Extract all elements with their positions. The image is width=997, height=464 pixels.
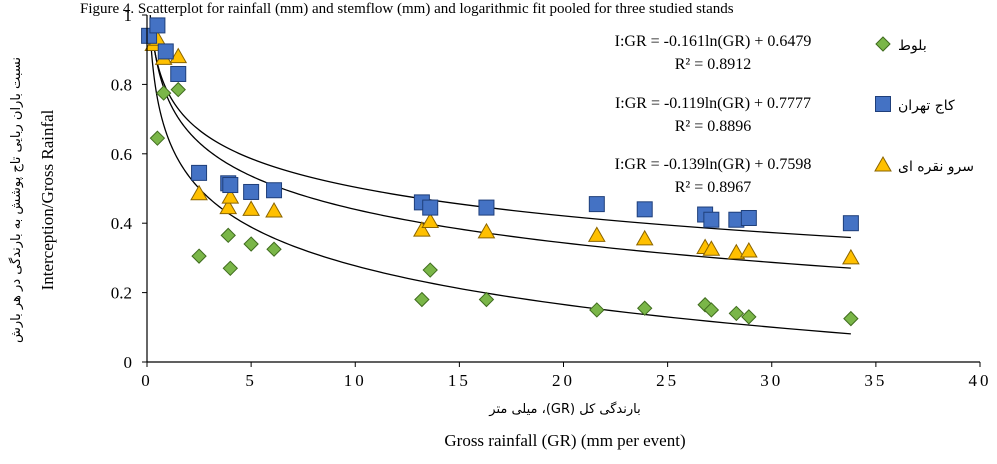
data-point-diamond	[220, 227, 236, 244]
data-point-square	[842, 215, 859, 232]
axes: 0 5 10 15 20 25 30 35 40 0 0.2 0.4 0.6 0.8 1	[111, 6, 992, 390]
r-squared-label: R² = 0.8967	[675, 179, 752, 196]
data-point-diamond	[170, 81, 186, 98]
y-tick-label: 0.2	[111, 284, 132, 303]
data-point-square	[266, 182, 283, 199]
data-point-triangle	[739, 241, 758, 258]
data-point-square	[740, 209, 757, 226]
data-point-diamond	[155, 85, 172, 101]
data-point-triangle	[842, 248, 860, 265]
data-point-square	[243, 183, 260, 200]
x-tick-label: 30	[760, 371, 783, 390]
legend-key-diamond	[875, 36, 891, 52]
data-point-triangle	[221, 188, 240, 204]
data-point-square	[703, 211, 720, 228]
data-point-diamond	[478, 291, 495, 308]
series-triangle	[144, 30, 860, 265]
series-diamond	[143, 31, 859, 327]
legend-key-square	[875, 96, 891, 112]
y-tick-label: 0	[124, 353, 133, 372]
data-point-diamond	[422, 262, 438, 278]
data-point-triangle	[635, 229, 654, 246]
data-point-square	[149, 17, 166, 34]
data-point-triangle	[421, 212, 440, 228]
data-point-diamond	[266, 241, 282, 257]
data-point-square	[222, 177, 239, 194]
data-point-diamond	[741, 309, 757, 325]
data-point-square	[422, 199, 439, 216]
legend-key-triangle	[874, 155, 892, 172]
data-point-triangle	[702, 240, 721, 256]
y-tick-label: 0.8	[111, 75, 132, 94]
y-tick-label: 0.6	[111, 145, 132, 164]
data-point-diamond	[414, 291, 430, 308]
data-point-square	[478, 199, 495, 216]
r-squared-label: R² = 0.8896	[675, 118, 752, 135]
y-axis-label-english: Interception/Gross Rainfal	[38, 109, 57, 290]
data-point-diamond	[637, 300, 653, 316]
series-square	[141, 17, 859, 232]
data-point-diamond	[149, 130, 166, 146]
data-point-triangle	[265, 202, 283, 218]
data-point-diamond	[191, 248, 207, 264]
legend-label: کاج تهران	[898, 98, 955, 114]
legend: I:GR = -0.161ln(GR) + 0.6479 R² = 0.8912 ب…	[615, 33, 974, 196]
data-point-diamond	[703, 302, 720, 318]
data-point-square	[191, 164, 208, 181]
trendline-equation: I:GR = -0.119ln(GR) + 0.7777	[615, 95, 811, 112]
data-point-triangle	[727, 243, 746, 260]
y-tick-label: 1	[124, 6, 133, 25]
x-tick-label: 20	[552, 371, 575, 390]
x-tick-label: 35	[864, 371, 887, 390]
trendline	[152, 40, 851, 269]
x-axis-label-persian: بارندگی کل (GR)، میلی متر	[488, 401, 640, 417]
data-point-square	[636, 201, 653, 218]
x-tick-label: 10	[344, 371, 367, 390]
x-tick-label: 5	[245, 371, 257, 390]
data-point-diamond	[222, 260, 239, 277]
data-point-triangle	[169, 47, 188, 64]
data-point-square	[588, 196, 605, 213]
data-point-diamond	[589, 302, 605, 318]
x-tick-label: 40	[969, 371, 992, 390]
data-point-triangle	[190, 184, 208, 201]
data-markers	[141, 17, 860, 327]
y-tick-label: 0.4	[111, 214, 133, 233]
data-point-diamond	[243, 236, 259, 252]
legend-label: بلوط	[898, 38, 927, 54]
trendline-equation: I:GR = -0.139ln(GR) + 0.7598	[615, 156, 812, 173]
trendline-equation: I:GR = -0.161ln(GR) + 0.6479	[615, 33, 812, 50]
legend-label: سرو نقره ای	[898, 159, 974, 175]
data-point-diamond	[843, 310, 859, 327]
chart-title: Figure 4. Scatterplot for rainfall (mm) …	[80, 1, 734, 17]
x-tick-label: 25	[656, 371, 679, 390]
x-tick-label: 0	[141, 371, 153, 390]
x-tick-label: 15	[448, 371, 471, 390]
data-point-triangle	[219, 198, 238, 215]
data-point-triangle	[477, 222, 496, 239]
x-axis-label-english: Gross rainfall (GR) (mm per event)	[444, 431, 685, 450]
data-point-square	[157, 43, 174, 60]
data-point-diamond	[728, 305, 745, 322]
data-point-triangle	[242, 200, 260, 216]
data-point-triangle	[587, 226, 606, 242]
data-point-square	[170, 65, 187, 82]
r-squared-label: R² = 0.8912	[675, 56, 752, 73]
y-axis-label-persian: نسبت باران ربایی تاج پوشش به بارندگی در …	[8, 57, 24, 343]
data-point-triangle	[413, 221, 431, 237]
